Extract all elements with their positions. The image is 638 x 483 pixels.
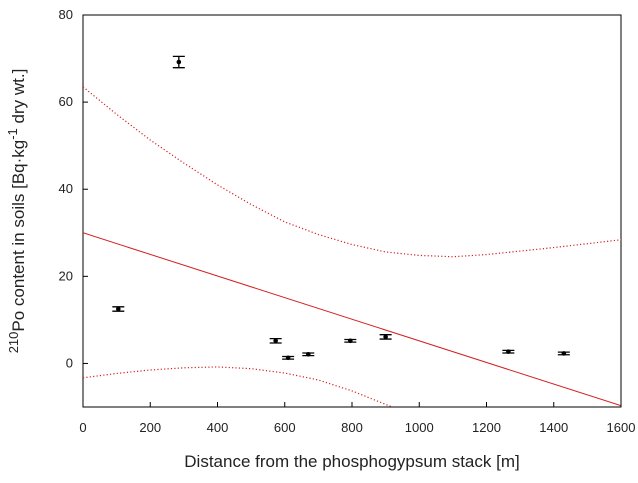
x-tick-label: 200 <box>139 420 161 435</box>
y-tick-label: 0 <box>66 355 73 370</box>
data-point <box>116 306 121 312</box>
x-tick-label: 800 <box>341 420 363 435</box>
data-point <box>383 334 388 340</box>
y-tick-label: 60 <box>59 94 73 109</box>
y-tick-label: 80 <box>59 7 73 22</box>
confidence-band <box>83 86 621 258</box>
plot-frame <box>82 14 622 408</box>
x-tick-label: 1600 <box>607 420 636 435</box>
data-point <box>561 351 567 356</box>
y-title-sup: -1 <box>5 128 20 140</box>
y-title-main: Po content in soils [Bq·kg <box>9 140 28 332</box>
x-tick-label: 1400 <box>539 420 568 435</box>
x-tick-label: 1000 <box>405 420 434 435</box>
y-title-sup: 210 <box>6 332 21 354</box>
x-tick-label: 1200 <box>472 420 501 435</box>
data-point <box>273 338 278 344</box>
regression-line <box>83 232 621 407</box>
data-point <box>176 59 182 65</box>
y-tick-label: 20 <box>59 268 73 283</box>
data-point <box>506 349 511 354</box>
y-axis-title: 210Po content in soils [Bq·kg-1 dry wt.] <box>5 69 28 354</box>
y-tick-label: 40 <box>59 181 73 196</box>
x-tick-label: 400 <box>207 420 229 435</box>
x-axis-title: Distance from the phosphogypsum stack [m… <box>184 452 519 471</box>
confidence-band <box>83 366 393 407</box>
data-point <box>348 338 353 344</box>
data-point <box>305 351 311 357</box>
x-tick-label: 600 <box>274 420 296 435</box>
y-title-end: dry wt.] <box>9 69 28 129</box>
plot-area <box>83 55 621 407</box>
data-point <box>285 355 291 361</box>
x-tick-label: 0 <box>79 420 86 435</box>
